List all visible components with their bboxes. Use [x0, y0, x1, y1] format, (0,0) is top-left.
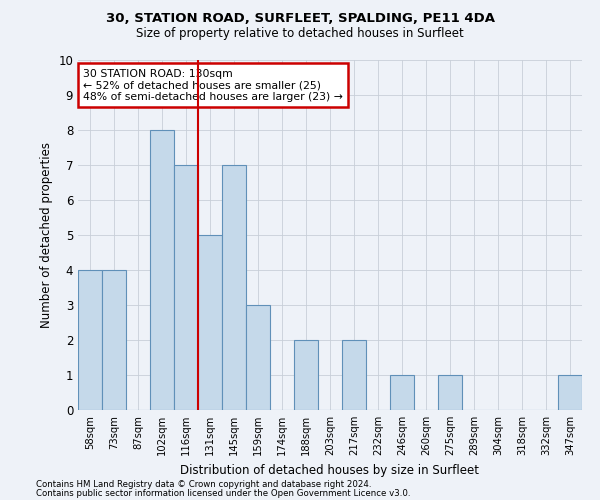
Text: Contains HM Land Registry data © Crown copyright and database right 2024.: Contains HM Land Registry data © Crown c… — [36, 480, 371, 489]
Bar — [390, 375, 414, 410]
Bar — [198, 235, 222, 410]
Bar — [78, 270, 102, 410]
Bar — [102, 270, 126, 410]
Bar — [222, 165, 246, 410]
X-axis label: Distribution of detached houses by size in Surfleet: Distribution of detached houses by size … — [181, 464, 479, 476]
Y-axis label: Number of detached properties: Number of detached properties — [40, 142, 53, 328]
Text: Contains public sector information licensed under the Open Government Licence v3: Contains public sector information licen… — [36, 489, 410, 498]
Bar — [342, 340, 366, 410]
Bar — [150, 130, 174, 410]
Bar — [438, 375, 462, 410]
Bar — [294, 340, 318, 410]
Bar — [246, 305, 270, 410]
Text: 30 STATION ROAD: 130sqm
← 52% of detached houses are smaller (25)
48% of semi-de: 30 STATION ROAD: 130sqm ← 52% of detache… — [83, 69, 343, 102]
Bar — [558, 375, 582, 410]
Text: 30, STATION ROAD, SURFLEET, SPALDING, PE11 4DA: 30, STATION ROAD, SURFLEET, SPALDING, PE… — [106, 12, 494, 26]
Text: Size of property relative to detached houses in Surfleet: Size of property relative to detached ho… — [136, 28, 464, 40]
Bar — [174, 165, 198, 410]
